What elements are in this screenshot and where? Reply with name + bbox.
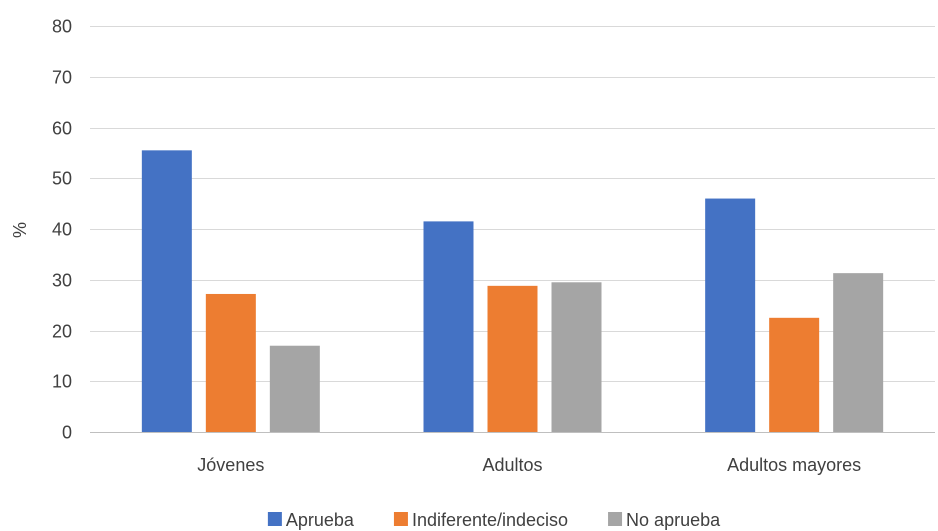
y-tick-label: 10	[52, 372, 72, 392]
x-tick-label: Adultos	[482, 455, 542, 475]
y-tick-label: 20	[52, 322, 72, 342]
legend: Aprueba Indiferente/indeciso No aprueba	[267, 510, 721, 530]
legend-swatch	[393, 512, 408, 526]
bar-indiferente-indeciso-adultos	[487, 285, 538, 432]
y-tick-label: 70	[52, 68, 72, 88]
y-axis-title: %	[10, 222, 30, 238]
x-tick-label: Adultos mayores	[727, 455, 861, 475]
y-tick-label: 50	[52, 169, 72, 189]
bar-aprueba-adultos-mayores	[705, 198, 756, 432]
y-tick-label: 40	[52, 220, 72, 240]
bar-aprueba-j-venes	[141, 150, 192, 432]
legend-swatch	[267, 512, 282, 526]
bars	[141, 150, 884, 432]
bar-no-aprueba-adultos	[551, 282, 602, 432]
bar-indiferente-indeciso-j-venes	[205, 293, 256, 432]
legend-label: Aprueba	[286, 510, 355, 530]
bar-indiferente-indeciso-adultos-mayores	[769, 317, 820, 432]
x-axis-tick-labels: Jóvenes Adultos Adultos mayores	[197, 455, 861, 475]
bar-aprueba-adultos	[423, 221, 474, 432]
y-tick-label: 0	[62, 423, 72, 443]
y-tick-label: 60	[52, 119, 72, 139]
bar-no-aprueba-adultos-mayores	[833, 273, 884, 432]
y-tick-label: 80	[52, 17, 72, 37]
bar-no-aprueba-j-venes	[269, 345, 320, 432]
legend-label: No aprueba	[626, 510, 721, 530]
y-axis-tick-labels: 0 10 20 30 40 50 60 70 80	[52, 17, 72, 443]
x-tick-label: Jóvenes	[197, 455, 264, 475]
legend-swatch	[608, 512, 623, 526]
legend-label: Indiferente/indeciso	[412, 510, 568, 530]
y-tick-label: 30	[52, 271, 72, 291]
